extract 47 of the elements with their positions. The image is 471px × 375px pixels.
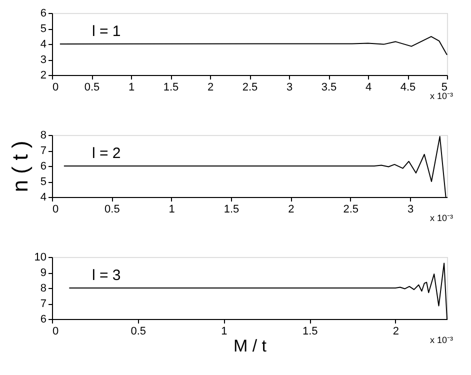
x-tick-label: 0.5 — [84, 82, 100, 94]
text: x 10⁻³ — [430, 213, 453, 223]
y-axis-title: n ( t ) — [7, 140, 32, 192]
y-tick-label: 2 — [40, 70, 46, 82]
y-tick-label: 8 — [40, 130, 46, 142]
x-tick-label: 0 — [52, 204, 59, 216]
x-tick-label: 2 — [207, 82, 214, 94]
line-series — [59, 36, 448, 56]
x-tick-label: 0 — [52, 326, 59, 338]
x-tick-label: 3 — [286, 82, 293, 94]
annotation: l = 2 — [92, 145, 121, 162]
x-tick-label: 0.5 — [130, 326, 146, 338]
y-tick-label: 5 — [40, 23, 46, 35]
x-tick-label: 3.5 — [321, 82, 337, 94]
y-tick-label: 6 — [40, 160, 46, 172]
x-tick-label: 5 — [441, 82, 448, 94]
x-axis-title: M / t — [233, 336, 267, 356]
y-tick-label: 5 — [40, 176, 46, 188]
x-tick-label: 3 — [407, 204, 414, 216]
x-tick-label: 2.5 — [343, 204, 358, 216]
y-tick-label: 7 — [40, 145, 46, 157]
y-tick-label: 4 — [40, 38, 46, 50]
text: x 10⁻³ — [430, 335, 453, 345]
x-tick-label: 4 — [365, 82, 372, 94]
x-tick-label: 2 — [392, 326, 400, 338]
x-tick-label: 1.5 — [163, 82, 179, 94]
y-tick-label: 9 — [40, 267, 46, 279]
x-tick-label: 4.5 — [400, 82, 416, 94]
x-tick-label: 2.5 — [242, 82, 258, 94]
y-tick-label: 4 — [40, 192, 46, 204]
y-tick-label: 3 — [40, 54, 46, 66]
annotation: l = 3 — [92, 267, 121, 284]
y-tick-label: 8 — [40, 282, 46, 294]
y-tick-label: 10 — [34, 252, 46, 264]
x-tick-label: 0.5 — [104, 204, 120, 216]
y-tick-label: 6 — [40, 314, 46, 326]
x-tick-label: 1 — [168, 204, 175, 216]
x-tick-label: 2 — [288, 204, 294, 216]
x-tick-label: 1.5 — [224, 204, 240, 216]
annotation: l = 1 — [92, 23, 121, 40]
y-tick-label: 7 — [40, 298, 46, 310]
y-tick-label: 6 — [40, 8, 46, 20]
x-tick-label: 1.5 — [302, 326, 318, 338]
x-tick-label: 1 — [221, 326, 228, 338]
text: x 10⁻³ — [430, 91, 453, 101]
x-tick-label: 1 — [128, 82, 135, 94]
x-tick-label: 0 — [52, 82, 59, 94]
